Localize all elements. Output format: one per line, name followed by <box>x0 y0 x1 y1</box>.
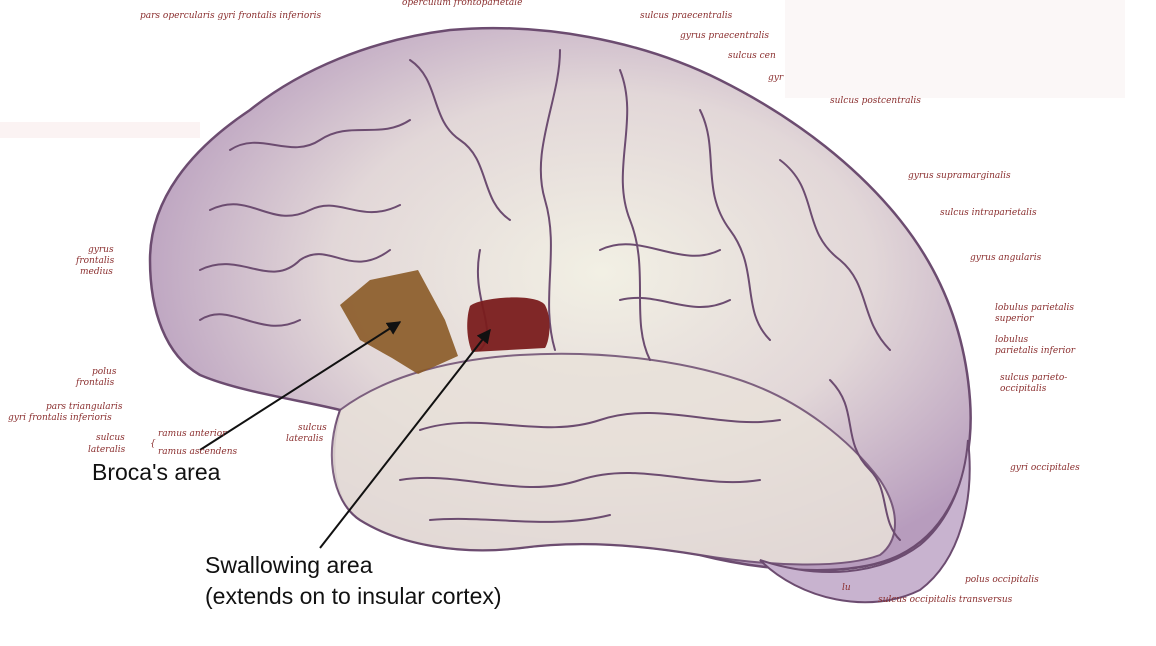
label-gyri-occipitales: gyri occipitales <box>1010 463 1080 473</box>
swallowing-arrow <box>319 328 491 549</box>
label-sulcus-intraparietalis: sulcus intraparietalis <box>940 208 1037 218</box>
label-gyrus-praecentralis: gyrus praecentralis <box>680 31 769 41</box>
label-sulcus-po-line2: occipitalis <box>1000 384 1047 394</box>
label-sulcus-praecentralis: sulcus praecentralis <box>640 11 733 21</box>
label-ramus-anterior: ramus anterior <box>158 429 227 439</box>
callout-swallowing-line2: (extends on to insular cortex) <box>205 583 502 609</box>
label-lu: lu <box>842 583 851 593</box>
label-gyrus-postcentralis: gyr <box>768 73 784 83</box>
sulci-lines <box>199 49 901 541</box>
label-sulcus-po-line1: sulcus parieto- <box>1000 373 1067 383</box>
label-pars-triangularis-line1: pars triangularis <box>46 402 123 412</box>
label-sulcus-lateralis-line1: sulcus <box>298 423 327 433</box>
cerebellum <box>759 439 971 604</box>
label-gyrus-supramarginalis: gyrus supramarginalis <box>908 171 1011 181</box>
label-lobulus-inferior-line1: lobulus <box>995 335 1029 345</box>
label-gfm-line1: gyrus <box>88 245 114 255</box>
label-gyrus-angularis: gyrus angularis <box>970 253 1042 263</box>
label-sulcus-postcentralis: sulcus postcentralis <box>830 96 921 106</box>
background-band <box>0 122 200 138</box>
label-sulcus-lateralis-line2: lateralis <box>286 434 324 444</box>
label-polus-frontalis-line2: frontalis <box>75 378 115 388</box>
background-band <box>785 0 1125 98</box>
label-sulcus-lat-line1: sulcus <box>96 433 125 443</box>
label-pars-opercularis: pars opercularis gyri frontalis inferior… <box>140 11 322 21</box>
label-sulcus-occipitalis-transversus: sulcus occipitalis transversus <box>878 595 1013 605</box>
label-pars-triangularis-line2: gyri frontalis inferioris <box>8 413 112 423</box>
label-polus-frontalis-line1: polus <box>92 367 117 377</box>
bracket-glyph: { <box>150 439 156 449</box>
label-operculum: operculum frontoparietale <box>402 0 522 8</box>
label-lobulus-superior-line2: superior <box>995 314 1034 324</box>
label-sulcus-lat-line2: lateralis <box>88 445 126 455</box>
label-gfm-line2: frontalis <box>75 256 115 266</box>
callout-broca: Broca's area <box>92 459 221 485</box>
label-lobulus-inferior-line2: parietalis inferior <box>995 346 1076 356</box>
temporal-lobe <box>330 352 896 566</box>
label-polus-occipitalis: polus occipitalis <box>965 575 1039 585</box>
label-ramus-ascendens: ramus ascendens <box>158 447 238 457</box>
label-lobulus-superior-line1: lobulus parietalis <box>995 303 1074 313</box>
label-sulcus-centralis: sulcus cen <box>728 51 776 61</box>
callout-swallowing-line1: Swallowing area <box>205 552 373 578</box>
broca-arrow <box>199 321 402 451</box>
label-gfm-line3: medius <box>80 267 113 277</box>
